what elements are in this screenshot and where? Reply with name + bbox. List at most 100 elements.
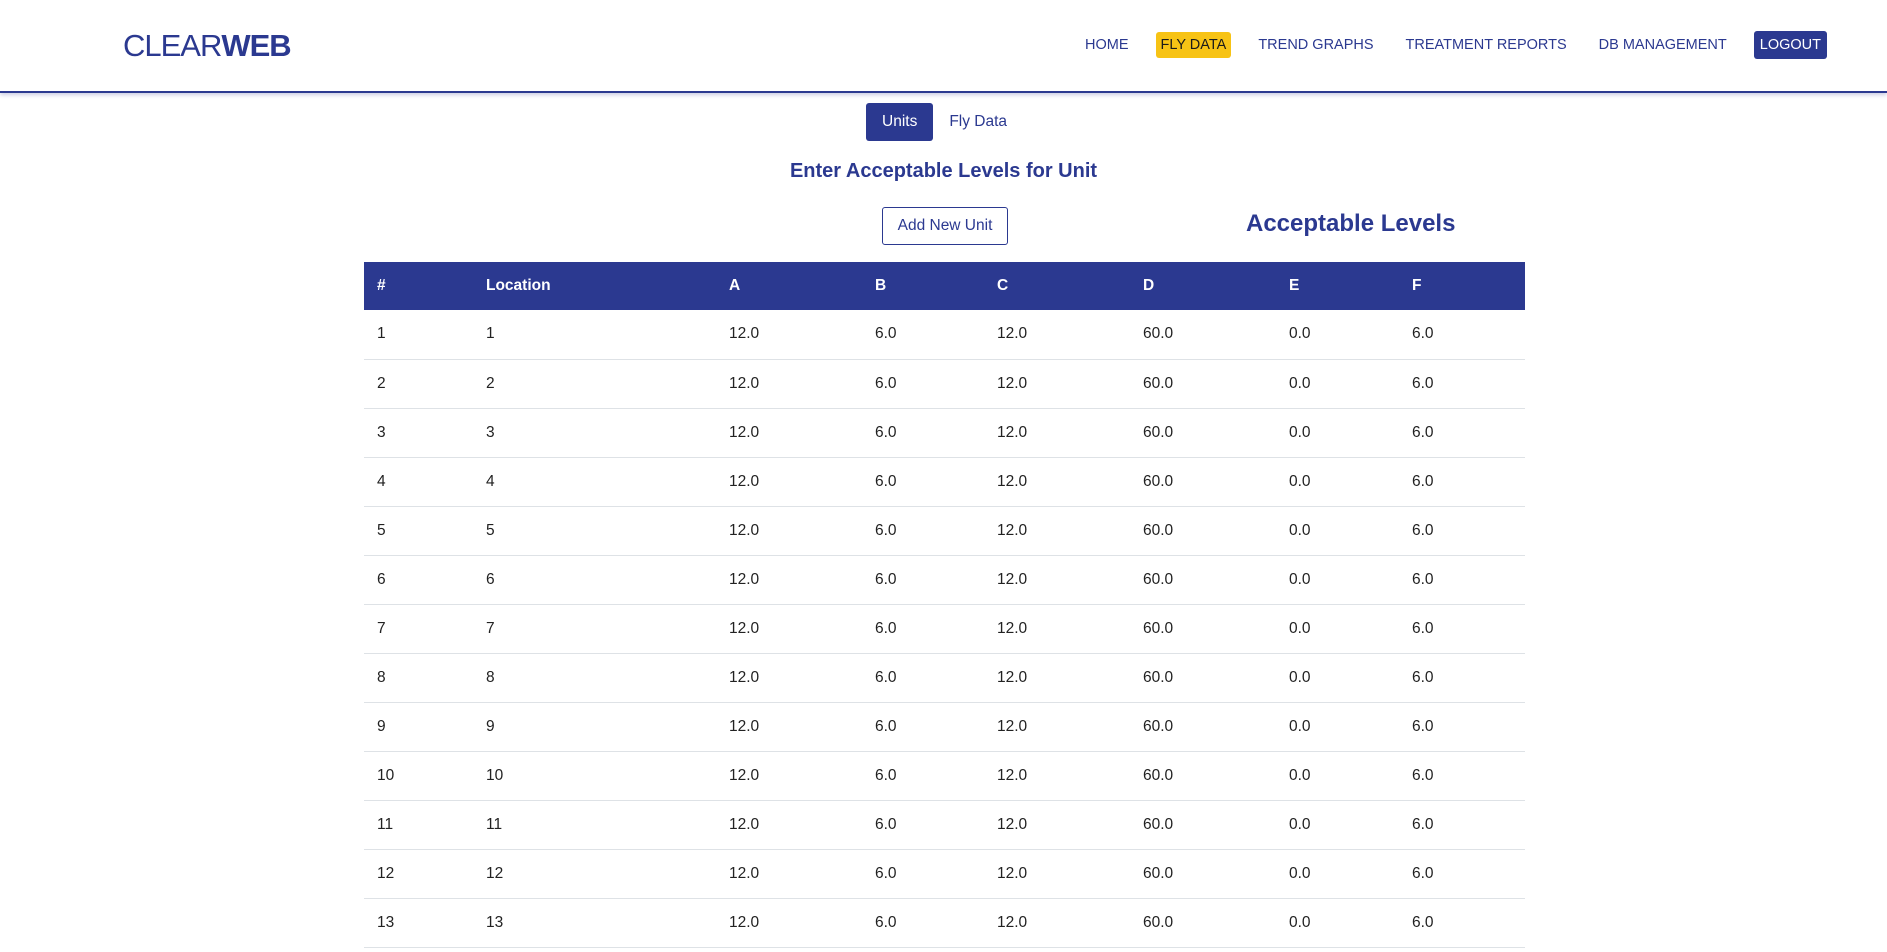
table-row[interactable]: 10 10 12.0 6.0 12.0 60.0 0.0 6.0 — [364, 751, 1525, 801]
table-row[interactable]: 12 12 12.0 6.0 12.0 60.0 0.0 6.0 — [364, 849, 1525, 899]
cell-location: 6 — [473, 555, 716, 605]
top-navbar: CLEARWEB HOME FLY DATA TREND GRAPHS TREA… — [0, 0, 1887, 93]
cell-number: 12 — [364, 849, 473, 899]
cell-b: 6.0 — [862, 408, 984, 458]
cell-e: 0.0 — [1276, 849, 1399, 899]
cell-e: 0.0 — [1276, 555, 1399, 605]
table-header-row: # Location A B C D E F — [364, 262, 1525, 310]
cell-b: 6.0 — [862, 653, 984, 703]
table-row[interactable]: 2 2 12.0 6.0 12.0 60.0 0.0 6.0 — [364, 359, 1525, 409]
cell-f: 6.0 — [1399, 506, 1525, 556]
clearweb-logo[interactable]: CLEARWEB — [123, 28, 292, 64]
cell-location: 12 — [473, 849, 716, 899]
cell-e: 0.0 — [1276, 506, 1399, 556]
cell-d: 60.0 — [1130, 604, 1276, 654]
cell-d: 60.0 — [1130, 310, 1276, 360]
cell-f: 6.0 — [1399, 800, 1525, 850]
cell-c: 12.0 — [984, 702, 1130, 752]
cell-c: 12.0 — [984, 898, 1130, 948]
cell-a: 12.0 — [716, 310, 862, 360]
cell-e: 0.0 — [1276, 604, 1399, 654]
nav-db-management[interactable]: DB MANAGEMENT — [1598, 37, 1727, 53]
cell-a: 12.0 — [716, 555, 862, 605]
cell-number: 5 — [364, 506, 473, 556]
table-row[interactable]: 13 13 12.0 6.0 12.0 60.0 0.0 6.0 — [364, 898, 1525, 948]
cell-c: 12.0 — [984, 457, 1130, 507]
logout-button[interactable]: LOGOUT — [1753, 31, 1827, 59]
column-header-b: B — [862, 262, 984, 310]
cell-c: 12.0 — [984, 653, 1130, 703]
acceptable-levels-heading: Acceptable Levels — [1246, 210, 1456, 237]
cell-e: 0.0 — [1276, 898, 1399, 948]
cell-a: 12.0 — [716, 800, 862, 850]
cell-c: 12.0 — [984, 849, 1130, 899]
cell-b: 6.0 — [862, 506, 984, 556]
cell-b: 6.0 — [862, 457, 984, 507]
cell-location: 11 — [473, 800, 716, 850]
cell-b: 6.0 — [862, 555, 984, 605]
cell-e: 0.0 — [1276, 408, 1399, 458]
cell-a: 12.0 — [716, 751, 862, 801]
cell-location: 8 — [473, 653, 716, 703]
nav-treatment-reports[interactable]: TREATMENT REPORTS — [1405, 37, 1567, 53]
cell-f: 6.0 — [1399, 359, 1525, 409]
acceptable-levels-table: # Location A B C D E F 1 1 12.0 6.0 12.0 60.0… — [364, 262, 1525, 948]
cell-number: 10 — [364, 751, 473, 801]
cell-d: 60.0 — [1130, 457, 1276, 507]
cell-f: 6.0 — [1399, 310, 1525, 360]
table-row[interactable]: 7 7 12.0 6.0 12.0 60.0 0.0 6.0 — [364, 604, 1525, 654]
table-row[interactable]: 5 5 12.0 6.0 12.0 60.0 0.0 6.0 — [364, 506, 1525, 556]
cell-number: 4 — [364, 457, 473, 507]
nav-fly-data[interactable]: FLY DATA — [1155, 32, 1232, 58]
column-header-f: F — [1399, 262, 1525, 310]
cell-c: 12.0 — [984, 310, 1130, 360]
cell-f: 6.0 — [1399, 457, 1525, 507]
logo-text-bold: WEB — [221, 28, 291, 63]
cell-number: 2 — [364, 359, 473, 409]
cell-e: 0.0 — [1276, 310, 1399, 360]
cell-number: 1 — [364, 310, 473, 360]
column-header-d: D — [1130, 262, 1276, 310]
nav-trend-graphs[interactable]: TREND GRAPHS — [1258, 37, 1374, 53]
cell-d: 60.0 — [1130, 898, 1276, 948]
column-header-location: Location — [473, 262, 716, 310]
cell-a: 12.0 — [716, 898, 862, 948]
tab-units[interactable]: Units — [866, 103, 934, 141]
cell-a: 12.0 — [716, 506, 862, 556]
cell-location: 13 — [473, 898, 716, 948]
table-row[interactable]: 6 6 12.0 6.0 12.0 60.0 0.0 6.0 — [364, 555, 1525, 605]
cell-f: 6.0 — [1399, 702, 1525, 752]
cell-e: 0.0 — [1276, 359, 1399, 409]
table-row[interactable]: 11 11 12.0 6.0 12.0 60.0 0.0 6.0 — [364, 800, 1525, 850]
cell-location: 1 — [473, 310, 716, 360]
cell-f: 6.0 — [1399, 408, 1525, 458]
cell-e: 0.0 — [1276, 653, 1399, 703]
cell-f: 6.0 — [1399, 653, 1525, 703]
cell-d: 60.0 — [1130, 653, 1276, 703]
cell-a: 12.0 — [716, 457, 862, 507]
cell-e: 0.0 — [1276, 457, 1399, 507]
main-nav: HOME FLY DATA TREND GRAPHS TREATMENT REP… — [1080, 31, 1827, 59]
cell-c: 12.0 — [984, 751, 1130, 801]
add-new-unit-button[interactable]: Add New Unit — [882, 207, 1008, 245]
cell-c: 12.0 — [984, 359, 1130, 409]
cell-f: 6.0 — [1399, 555, 1525, 605]
table-row[interactable]: 4 4 12.0 6.0 12.0 60.0 0.0 6.0 — [364, 457, 1525, 507]
column-header-e: E — [1276, 262, 1399, 310]
table-row[interactable]: 9 9 12.0 6.0 12.0 60.0 0.0 6.0 — [364, 702, 1525, 752]
cell-c: 12.0 — [984, 408, 1130, 458]
nav-home[interactable]: HOME — [1085, 37, 1129, 53]
cell-location: 2 — [473, 359, 716, 409]
table-row[interactable]: 8 8 12.0 6.0 12.0 60.0 0.0 6.0 — [364, 653, 1525, 703]
cell-a: 12.0 — [716, 849, 862, 899]
logo-text-light: CLEAR — [123, 28, 222, 63]
tab-fly-data[interactable]: Fly Data — [949, 113, 1008, 130]
cell-location: 10 — [473, 751, 716, 801]
table-row[interactable]: 3 3 12.0 6.0 12.0 60.0 0.0 6.0 — [364, 408, 1525, 458]
cell-f: 6.0 — [1399, 751, 1525, 801]
cell-d: 60.0 — [1130, 555, 1276, 605]
cell-location: 5 — [473, 506, 716, 556]
cell-a: 12.0 — [716, 408, 862, 458]
table-row[interactable]: 1 1 12.0 6.0 12.0 60.0 0.0 6.0 — [364, 310, 1525, 360]
cell-number: 11 — [364, 800, 473, 850]
